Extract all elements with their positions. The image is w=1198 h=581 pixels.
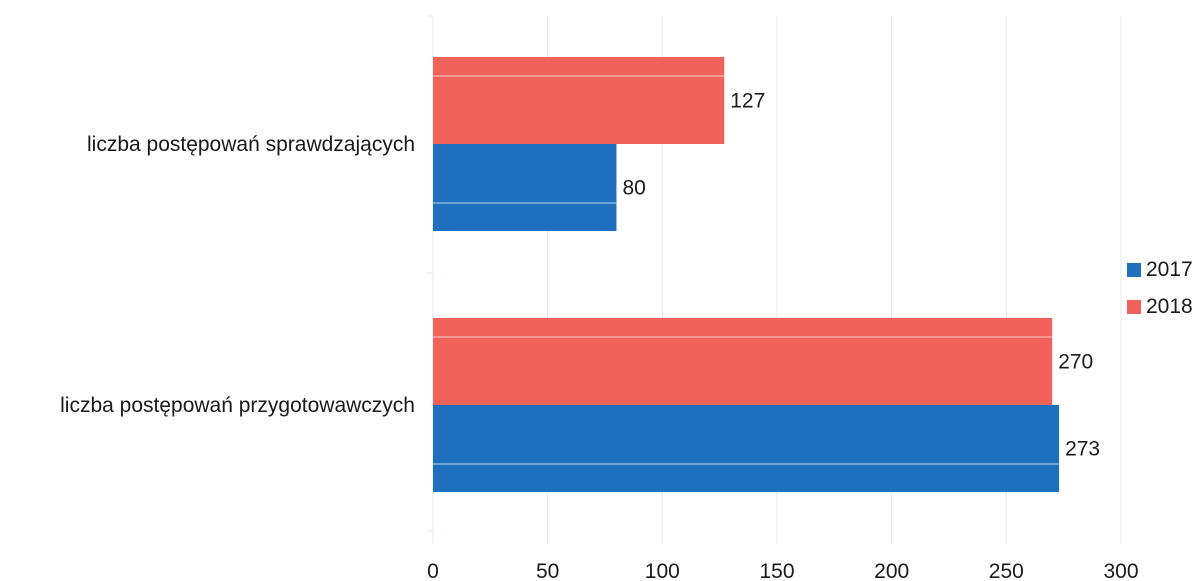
bars xyxy=(433,57,1060,492)
bar-2017-1 xyxy=(433,144,617,231)
legend-label: 2017 xyxy=(1146,258,1193,281)
bar-2018-2 xyxy=(433,318,1053,405)
bar-2018-1 xyxy=(433,57,725,144)
legend: 2017 2018 xyxy=(1127,258,1193,318)
x-tick-label: 50 xyxy=(536,560,559,581)
data-label: 127 xyxy=(730,90,765,113)
legend-swatch-2017 xyxy=(1127,263,1141,277)
legend-label: 2018 xyxy=(1146,295,1193,318)
x-tick-label: 300 xyxy=(1103,560,1138,581)
legend-swatch-2018 xyxy=(1127,300,1141,314)
x-tick-label: 150 xyxy=(759,560,794,581)
bar-2017-2 xyxy=(433,405,1060,492)
data-label: 80 xyxy=(622,177,645,200)
data-label: 270 xyxy=(1058,351,1093,374)
category-label: liczba postępowań sprawdzających xyxy=(87,133,415,156)
x-tick-label: 200 xyxy=(874,560,909,581)
x-tick-label: 100 xyxy=(645,560,680,581)
x-tick-label: 0 xyxy=(427,560,439,581)
x-tick-label: 250 xyxy=(989,560,1024,581)
data-label: 273 xyxy=(1065,438,1100,461)
category-label: liczba postępowań przygotowawczych xyxy=(60,394,415,417)
labels: 0 50 100 150 200 250 300 127 80 liczba postępowań… xyxy=(60,90,1138,581)
